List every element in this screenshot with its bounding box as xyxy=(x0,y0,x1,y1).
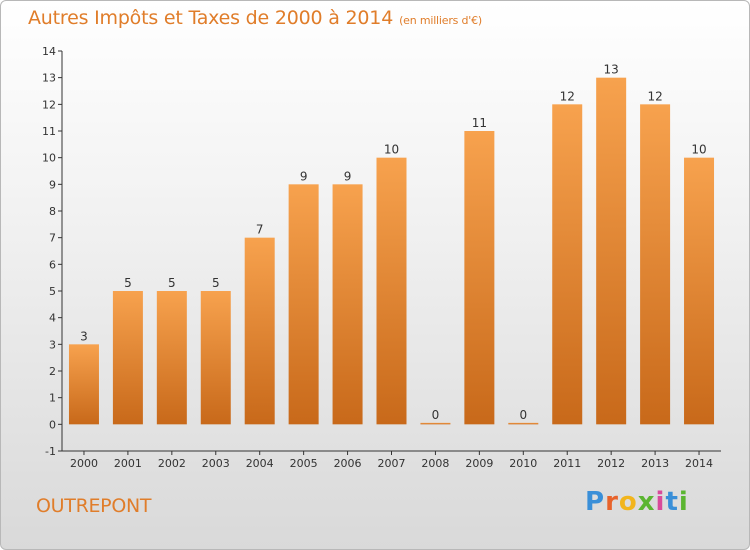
bar xyxy=(376,157,407,425)
data-label: 12 xyxy=(647,89,662,103)
bars-group: 3 5 5 5 7 9 9 10 0 11 0 12 13 12 10 xyxy=(68,63,715,425)
x-tick-label: 2013 xyxy=(641,457,669,470)
x-tick-label: 2001 xyxy=(114,457,142,470)
bar xyxy=(552,104,583,425)
y-tick-label: 1 xyxy=(49,392,56,405)
y-tick-label: 14 xyxy=(42,45,56,58)
data-label: 0 xyxy=(432,408,440,422)
bar xyxy=(332,184,363,425)
data-label: 9 xyxy=(300,169,308,183)
logo-letter: r xyxy=(605,487,619,517)
x-tick-label: 2003 xyxy=(202,457,230,470)
x-tick-label: 2005 xyxy=(290,457,318,470)
x-tick-label: 2010 xyxy=(509,457,537,470)
chart-subtitle: (en milliers d'€) xyxy=(399,14,482,27)
y-tick-label: 13 xyxy=(42,72,56,85)
y-tick-label: 7 xyxy=(49,232,56,245)
y-tick-label: 4 xyxy=(49,312,56,325)
y-tick-label: 5 xyxy=(49,285,56,298)
y-tick-label: 0 xyxy=(49,418,56,431)
x-tick-label: 2000 xyxy=(70,457,98,470)
chart-title-text: Autres Impôts et Taxes de 2000 à 2014 xyxy=(28,7,394,29)
bar xyxy=(156,291,187,425)
place-name: OUTREPONT xyxy=(36,495,152,517)
data-label: 10 xyxy=(384,143,399,157)
data-label: 5 xyxy=(124,276,132,290)
logo-letter: o xyxy=(618,487,638,517)
data-label: 0 xyxy=(519,408,527,422)
x-tick-label: 2004 xyxy=(246,457,274,470)
x-tick-label: 2009 xyxy=(465,457,493,470)
y-tick-label: 8 xyxy=(49,205,56,218)
x-tick-label: 2012 xyxy=(597,457,625,470)
x-tick-label: 2014 xyxy=(685,457,713,470)
data-label: 10 xyxy=(691,143,706,157)
logo-letter: x xyxy=(637,487,656,517)
y-tick-label: 10 xyxy=(42,152,56,165)
data-label: 9 xyxy=(344,169,352,183)
bar xyxy=(420,422,451,425)
proxiti-logo[interactable]: Proxiti xyxy=(585,487,689,517)
x-tick-label: 2008 xyxy=(421,457,449,470)
x-tick-label: 2006 xyxy=(334,457,362,470)
y-tick-label: 11 xyxy=(42,125,56,138)
bar xyxy=(200,291,231,425)
logo-letter: i xyxy=(678,487,689,517)
data-label: 7 xyxy=(256,223,264,237)
logo-letter: t xyxy=(665,487,679,517)
bar xyxy=(640,104,671,425)
logo-letter: P xyxy=(585,487,606,517)
y-tick-label: 3 xyxy=(49,338,56,351)
y-tick-label: 2 xyxy=(49,365,56,378)
bar xyxy=(464,131,495,425)
bar xyxy=(684,157,715,425)
x-tick-label: 2011 xyxy=(553,457,581,470)
bar xyxy=(68,344,99,425)
data-label: 12 xyxy=(560,89,575,103)
data-label: 3 xyxy=(80,329,88,343)
bar xyxy=(112,291,143,425)
bar xyxy=(244,237,275,425)
y-tick-label: 12 xyxy=(42,98,56,111)
bar xyxy=(508,422,539,425)
y-tick-label: 6 xyxy=(49,258,56,271)
data-label: 5 xyxy=(212,276,220,290)
y-tick-label: -1 xyxy=(45,445,56,458)
data-label: 5 xyxy=(168,276,176,290)
bar xyxy=(596,77,627,425)
data-label: 13 xyxy=(604,63,619,77)
x-tick-label: 2002 xyxy=(158,457,186,470)
logo-letter: i xyxy=(655,487,666,517)
y-tick-label: 9 xyxy=(49,178,56,191)
data-label: 11 xyxy=(472,116,487,130)
bar xyxy=(288,184,319,425)
chart-title: Autres Impôts et Taxes de 2000 à 2014 (en… xyxy=(28,7,482,29)
x-tick-label: 2007 xyxy=(378,457,406,470)
